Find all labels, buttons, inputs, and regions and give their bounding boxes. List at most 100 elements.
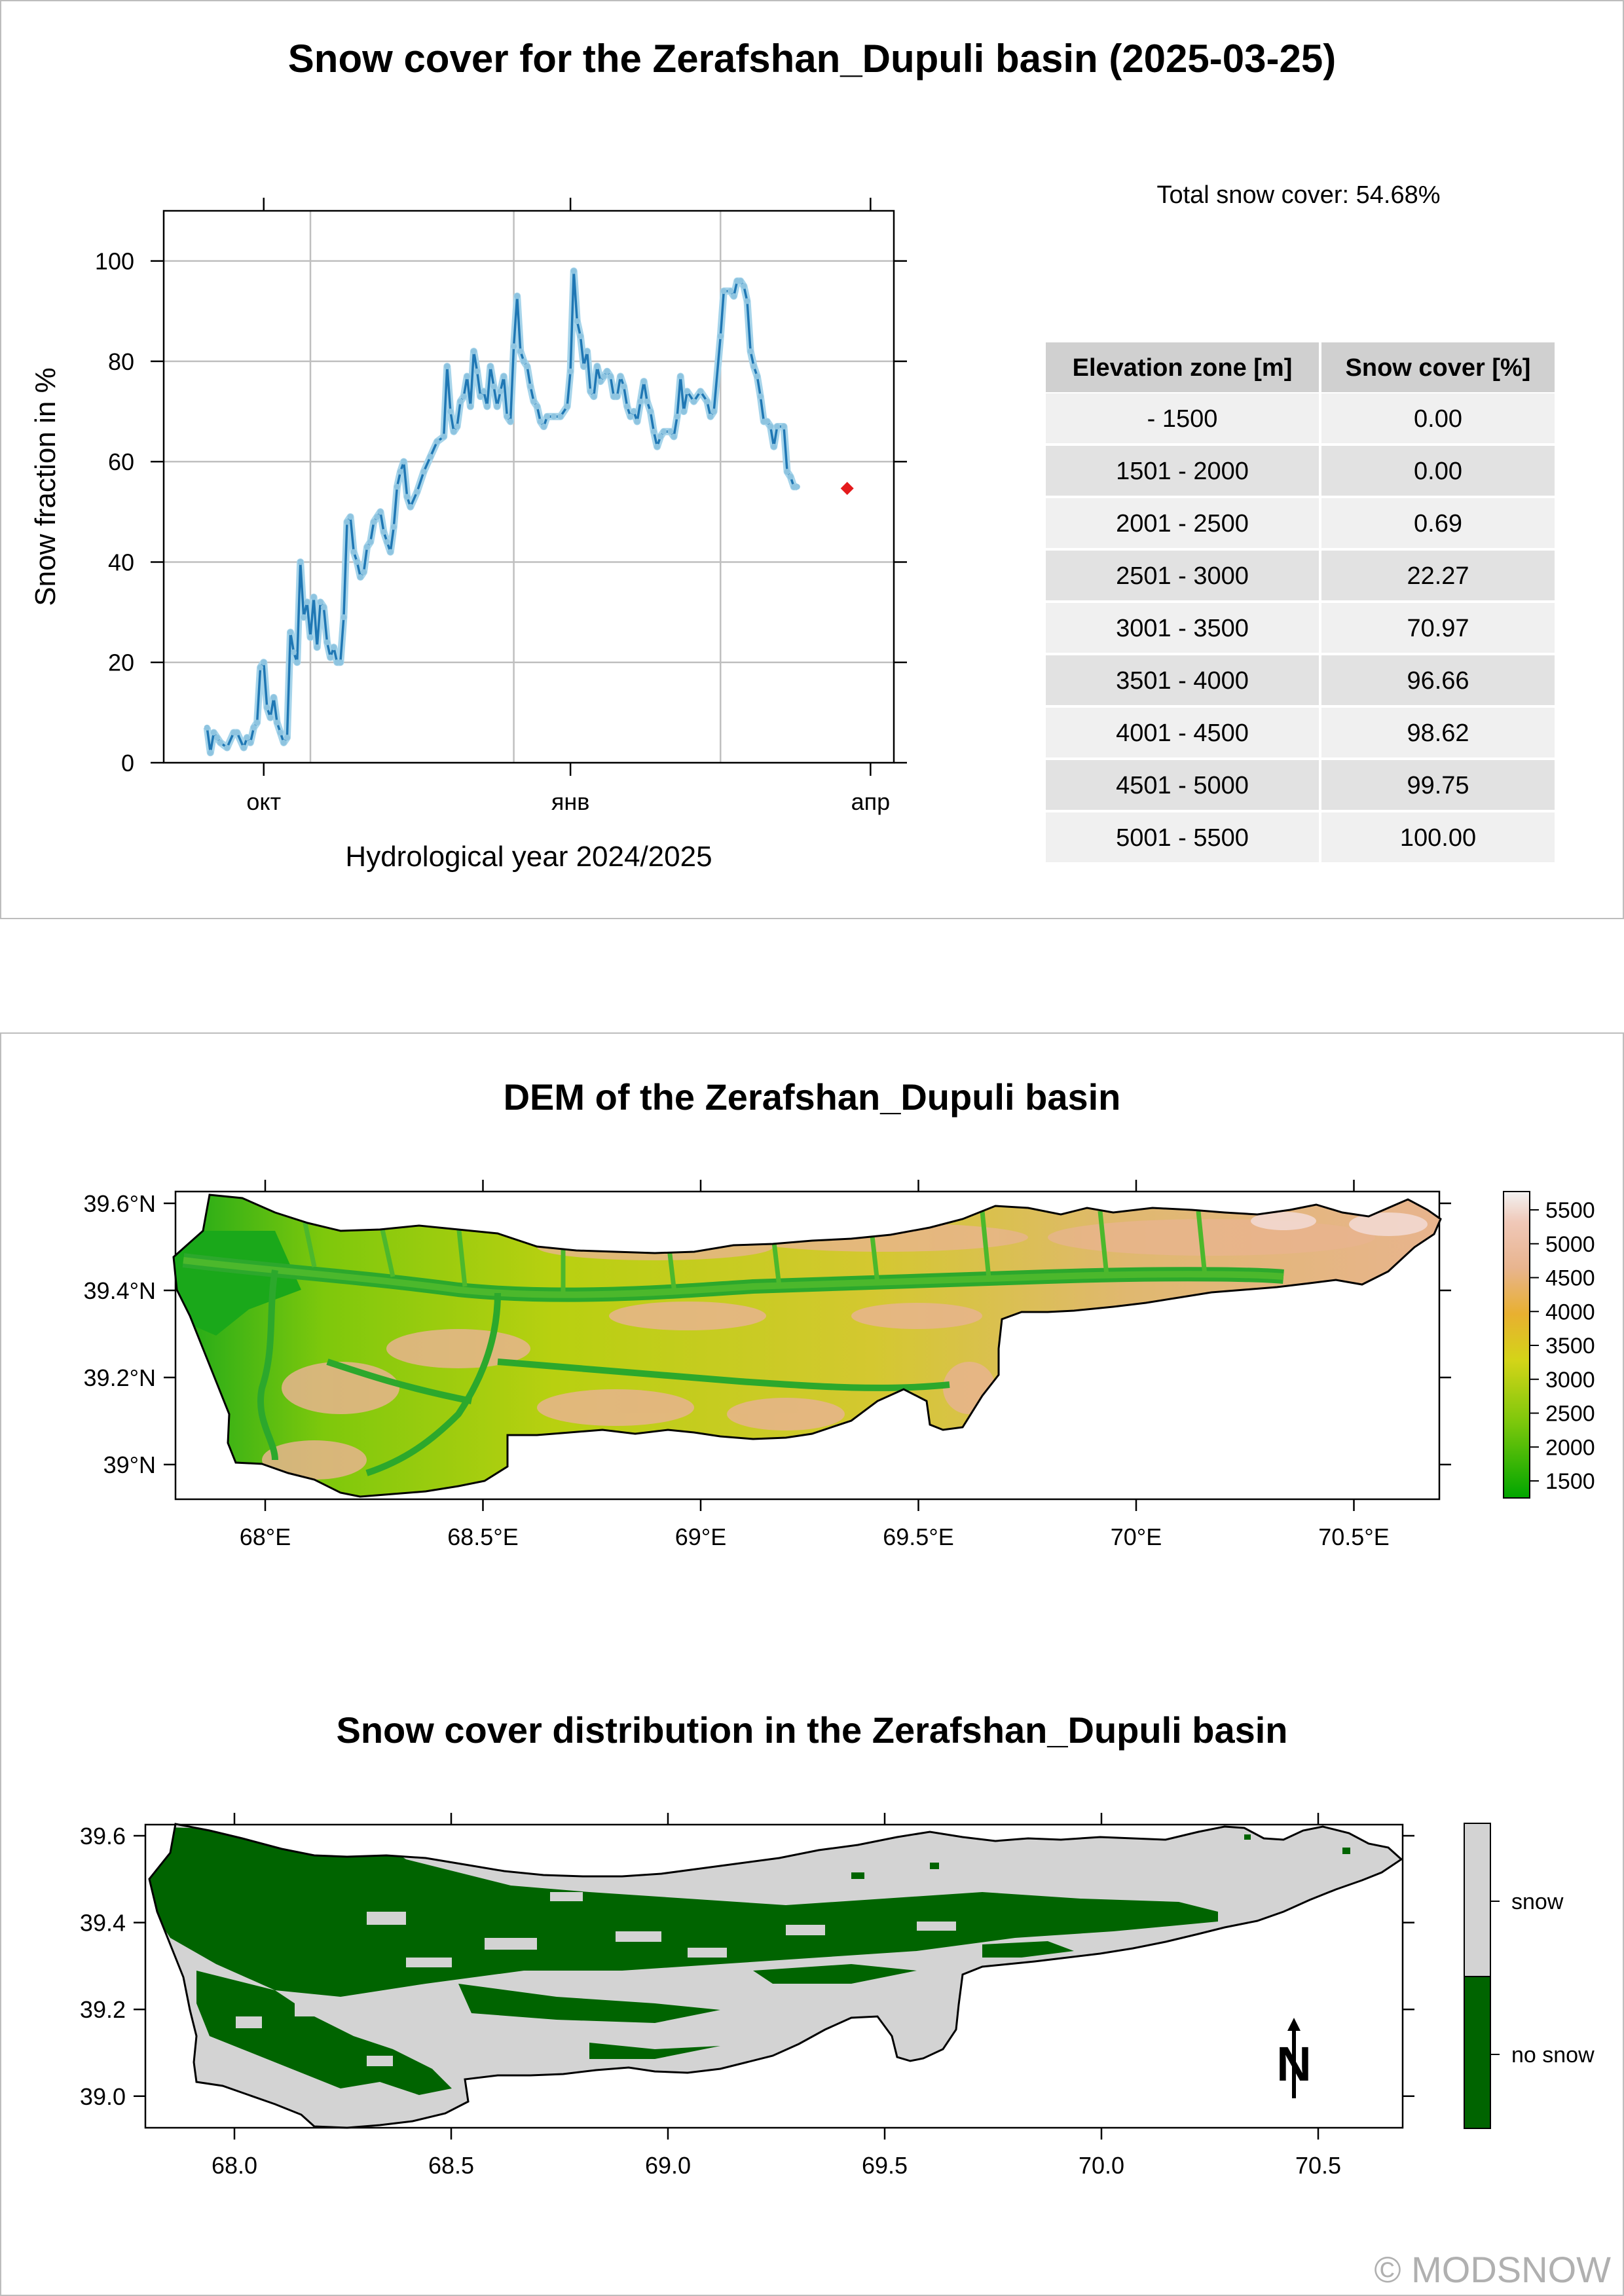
series-point: [371, 519, 377, 525]
series-point: [350, 549, 357, 555]
elevation-zone-table: Elevation zone [m] Snow cover [%] - 1500 0.…: [1046, 342, 1555, 862]
table-cell: [1046, 498, 1319, 548]
series-point: [640, 378, 647, 385]
table-cell: [1321, 760, 1555, 810]
series-point: [277, 729, 284, 736]
snow-map-axes: 68.0 68.5 69.0 69.5 70.0 70.5 39.6 39.4 39.2 39.0: [80, 1813, 1414, 2179]
series-point: [304, 599, 310, 606]
snow-x-tick-label: 68.0: [212, 2152, 257, 2179]
series-point: [380, 528, 387, 535]
table-cell-value: 4501 - 5000: [1116, 772, 1249, 799]
series-point: [460, 393, 467, 400]
dem-colorbar-label: 2500: [1545, 1402, 1595, 1427]
snow-x-tick-label: 68.5: [428, 2152, 474, 2179]
y-tick-label: 40: [108, 549, 134, 575]
series-point: [680, 409, 687, 415]
table-cell: [1046, 812, 1319, 862]
series-point: [257, 664, 264, 670]
dem-axes: 68°E 68.5°E 69°E 69.5°E 70°E 70.5°E 39.6°N 39.4…: [84, 1180, 1451, 1550]
series-point: [500, 373, 507, 380]
dem-y-tick-label: 39°N: [103, 1451, 156, 1478]
series-point: [564, 403, 570, 410]
series-point: [684, 388, 690, 395]
series-point: [614, 393, 620, 400]
series-point: [677, 373, 684, 380]
series-point: [604, 368, 610, 374]
series-point: [344, 519, 350, 525]
series-point: [270, 694, 277, 701]
table-cell-value: 0.00: [1414, 405, 1462, 433]
snow-y-tick-label: 39.6: [80, 1823, 126, 1850]
dem-colorbar-label: 3000: [1545, 1368, 1595, 1393]
x-tick-label: окт: [246, 788, 281, 815]
series-point: [387, 549, 394, 555]
y-tick-label: 100: [95, 248, 134, 275]
series-point: [390, 524, 397, 530]
dem-colorbar-label: 1500: [1545, 1469, 1595, 1494]
series-point: [401, 458, 407, 465]
series-point: [337, 659, 344, 666]
table-cell: [1046, 603, 1319, 653]
dem-colorbar: 5500 5000 4500 4000 3500 3000 2500 2000 1500: [1503, 1191, 1595, 1499]
copyright-label: © MODSNOW: [1374, 2249, 1611, 2290]
table-cell: [1321, 498, 1555, 548]
total-snow-cover: Total snow cover: 54.68%: [1156, 181, 1440, 209]
series-point: [577, 333, 583, 340]
series-point: [487, 363, 494, 370]
series-point: [470, 348, 477, 355]
table-cell: [1321, 446, 1555, 496]
series-point: [607, 373, 614, 380]
series-point: [494, 403, 500, 410]
x-tick-label: янв: [551, 788, 590, 815]
dem-colorbar-bar: [1503, 1191, 1530, 1499]
series-point: [267, 714, 274, 721]
series-point: [314, 644, 320, 651]
series-point: [234, 729, 240, 736]
series-point: [720, 288, 727, 295]
dem-map: [172, 1190, 1442, 1501]
table-cell: [1046, 446, 1319, 496]
series-point: [484, 403, 490, 410]
series-point: [544, 413, 551, 420]
table-cell: [1321, 708, 1555, 757]
series-point: [394, 484, 400, 490]
series-point: [667, 428, 674, 435]
series-point: [587, 388, 594, 395]
y-tick-label: 20: [108, 649, 134, 676]
snow-fraction-chart: 0 20 40 60 80 100 окт янв апр Hydrological year 2…: [29, 198, 907, 873]
table-cell: [1321, 393, 1555, 443]
series-point: [757, 393, 764, 400]
series-point: [600, 373, 607, 380]
series-point: [204, 724, 210, 731]
series-point: [284, 735, 290, 741]
series-point: [764, 418, 771, 425]
series-point: [497, 388, 504, 395]
x-axis-label: Hydrological year 2024/2025: [345, 841, 712, 873]
table-cell: [1321, 655, 1555, 705]
series-point: [747, 348, 754, 355]
table-cell-value: 0.69: [1414, 510, 1462, 538]
series-point: [527, 383, 534, 390]
series-point: [597, 378, 604, 385]
series-point: [507, 418, 513, 425]
series-point: [737, 278, 744, 284]
series-point: [354, 558, 360, 565]
north-arrow-label: N: [1276, 2037, 1311, 2091]
series-point: [574, 318, 580, 325]
x-tick-label: апр: [851, 788, 891, 815]
table-cell-value: 99.75: [1407, 772, 1469, 799]
dem-x-tick-label: 68.5°E: [447, 1523, 518, 1550]
series-point: [347, 513, 354, 520]
table-cell-value: - 1500: [1147, 405, 1218, 433]
series-point: [750, 363, 757, 370]
table-cell-value: 96.66: [1407, 667, 1469, 695]
series-point: [477, 393, 484, 400]
series-point: [464, 373, 470, 380]
series-point: [584, 348, 591, 355]
dem-y-tick-label: 39.6°N: [84, 1190, 156, 1217]
table-cell-value: 1501 - 2000: [1116, 458, 1249, 485]
series-point: [671, 433, 677, 440]
series-point: [297, 558, 304, 565]
series-point: [728, 288, 734, 295]
series-point: [594, 363, 600, 370]
